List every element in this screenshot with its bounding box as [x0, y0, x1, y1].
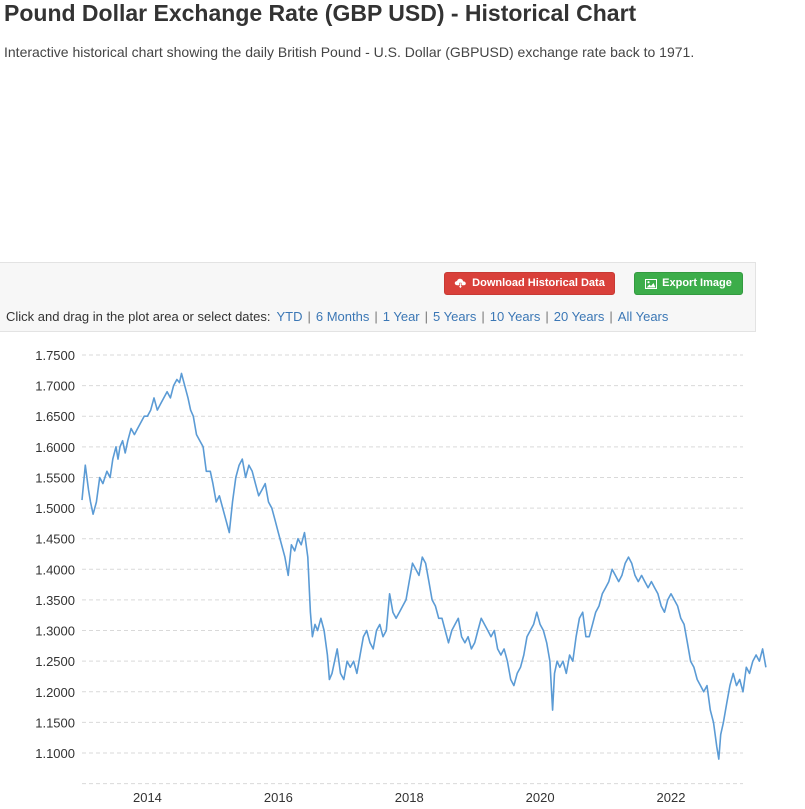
- x-tick-label: 2022: [657, 790, 686, 805]
- range-link-all-years[interactable]: All Years: [617, 309, 669, 324]
- y-tick-label: 1.5500: [35, 470, 75, 485]
- range-link-5-years[interactable]: 5 Years: [433, 309, 477, 324]
- y-tick-label: 1.6000: [35, 440, 75, 455]
- page-subtitle: Interactive historical chart showing the…: [4, 44, 695, 60]
- y-tick-label: 1.2500: [35, 654, 75, 669]
- range-separator: |: [609, 309, 613, 324]
- x-tick-label: 2020: [526, 790, 555, 805]
- y-tick-label: 1.7000: [35, 379, 75, 394]
- y-tick-label: 1.6500: [35, 409, 75, 424]
- y-tick-label: 1.3000: [35, 624, 75, 639]
- range-link-6-months[interactable]: 6 Months: [315, 309, 370, 324]
- export-button-label: Export Image: [662, 277, 732, 289]
- y-tick-label: 1.1500: [35, 715, 75, 730]
- range-link-ytd[interactable]: YTD: [276, 309, 303, 324]
- range-separator: |: [481, 309, 485, 324]
- download-historical-data-button[interactable]: Download Historical Data: [444, 272, 615, 295]
- range-link-1-year[interactable]: 1 Year: [382, 309, 420, 324]
- exchange-rate-chart[interactable]: 1.7500 1.7000 1.6500 1.6000 1.5500 1.5000 1.45…: [0, 331, 805, 809]
- y-tick-label: 1.4500: [35, 532, 75, 547]
- range-link-10-years[interactable]: 10 Years: [489, 309, 541, 324]
- series-line: [81, 372, 767, 760]
- x-tick-label: 2016: [264, 790, 293, 805]
- cloud-download-icon: [454, 278, 466, 289]
- y-tick-label: 1.3500: [35, 593, 75, 608]
- chart-toolbar: Download Historical Data Export Image Cl…: [0, 262, 756, 332]
- x-tick-label: 2014: [133, 790, 162, 805]
- y-tick-label: 1.1000: [35, 746, 75, 761]
- y-tick-label: 1.2000: [35, 685, 75, 700]
- y-tick-label: 1.5000: [35, 501, 75, 516]
- date-range-selector: Click and drag in the plot area or selec…: [6, 309, 668, 324]
- date-range-prompt: Click and drag in the plot area or selec…: [6, 309, 271, 324]
- x-tick-label: 2018: [395, 790, 424, 805]
- range-separator: |: [424, 309, 429, 324]
- range-separator: |: [307, 309, 311, 324]
- range-separator: |: [545, 309, 549, 324]
- image-icon: [645, 278, 658, 289]
- range-link-20-years[interactable]: 20 Years: [553, 309, 605, 324]
- y-tick-label: 1.4000: [35, 562, 75, 577]
- export-image-button[interactable]: Export Image: [634, 272, 743, 295]
- y-tick-label: 1.7500: [35, 348, 75, 363]
- range-separator: |: [374, 309, 378, 324]
- page-title: Pound Dollar Exchange Rate (GBP USD) - H…: [4, 0, 637, 26]
- download-button-label: Download Historical Data: [472, 277, 605, 289]
